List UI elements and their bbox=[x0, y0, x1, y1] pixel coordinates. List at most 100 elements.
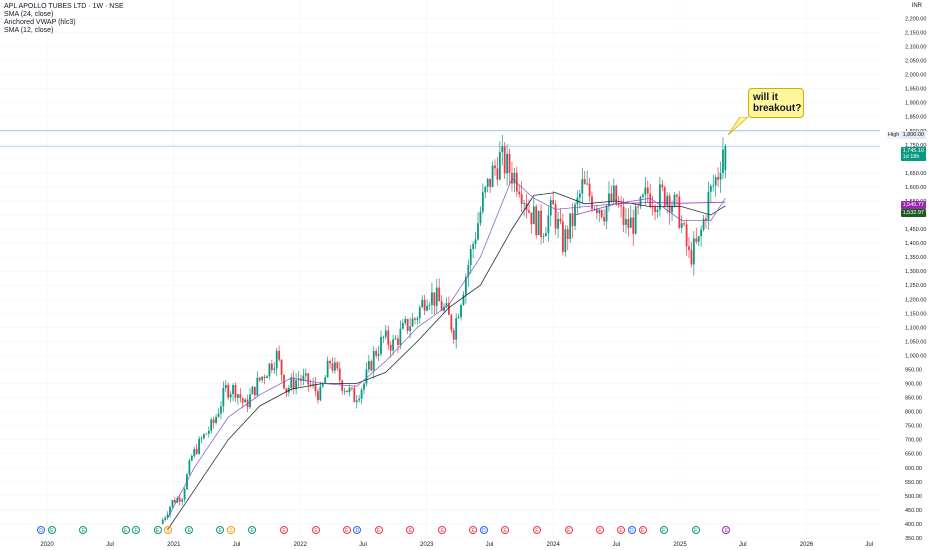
candle-body bbox=[692, 238, 695, 265]
candle-body bbox=[622, 206, 625, 225]
event-marker[interactable]: E bbox=[342, 526, 351, 534]
event-marker[interactable]: E bbox=[532, 526, 541, 534]
event-marker[interactable]: E bbox=[132, 526, 141, 534]
event-marker[interactable]: S bbox=[226, 526, 235, 534]
event-marker[interactable]: E bbox=[153, 526, 162, 534]
candle-body bbox=[346, 390, 348, 393]
series-line-sma-12-close bbox=[167, 177, 726, 519]
candle-body bbox=[491, 165, 494, 187]
event-marker[interactable]: E bbox=[121, 526, 130, 534]
candle-body bbox=[489, 178, 492, 187]
event-marker[interactable]: E bbox=[79, 526, 88, 534]
candle-body bbox=[540, 210, 542, 237]
candle-body bbox=[552, 200, 555, 205]
event-marker[interactable]: E bbox=[406, 526, 415, 534]
candle-body bbox=[588, 183, 591, 197]
annotation-line1: will it bbox=[753, 92, 778, 103]
candle-body bbox=[520, 194, 523, 204]
y-tick-label: 1,200.00 bbox=[905, 297, 926, 303]
event-marker[interactable]: E bbox=[185, 526, 194, 534]
legend-sma24[interactable]: SMA (24, close) bbox=[4, 11, 54, 18]
candle-body bbox=[467, 265, 470, 277]
candle-body bbox=[375, 351, 378, 356]
candle-body bbox=[350, 387, 353, 389]
candle-body bbox=[207, 430, 210, 434]
candle-body bbox=[307, 373, 310, 385]
candle-body bbox=[646, 187, 649, 194]
series-line-sma-24-close bbox=[167, 192, 726, 530]
y-tick-label: 1,100.00 bbox=[905, 325, 926, 331]
annotation-tail bbox=[727, 117, 749, 136]
event-marker[interactable]: E bbox=[438, 526, 447, 534]
legend-title[interactable]: APL APOLLO TUBES LTD · 1W · NSE bbox=[4, 3, 124, 10]
candle-body bbox=[380, 336, 382, 354]
candle-body bbox=[712, 185, 715, 187]
candle-body bbox=[173, 500, 176, 503]
event-marker[interactable]: E bbox=[469, 526, 478, 534]
event-marker[interactable]: E bbox=[595, 526, 604, 534]
candle-body bbox=[632, 217, 635, 234]
event-marker[interactable]: E bbox=[47, 526, 56, 534]
event-marker[interactable]: E bbox=[659, 526, 668, 534]
candle-body bbox=[409, 326, 412, 331]
candle-body bbox=[678, 196, 681, 228]
price-axis[interactable]: 2,200.00 2,150.00 2,100.00 2,050.00 2,000.00… bbox=[905, 16, 926, 542]
candle-body bbox=[629, 217, 632, 228]
y-tick-label: 750.00 bbox=[905, 424, 922, 430]
bar-countdown: 1d 18h bbox=[902, 154, 920, 160]
y-tick-label: 850.00 bbox=[905, 396, 922, 402]
time-axis[interactable]: 2020 Jul 2021 Jul 2022 Jul 2023 Jul 2024 Jul 2025 J… bbox=[40, 542, 873, 548]
event-marker[interactable]: E bbox=[311, 526, 320, 534]
candle-body bbox=[241, 398, 244, 403]
event-marker[interactable]: D bbox=[627, 526, 636, 534]
candle-body bbox=[644, 187, 647, 195]
event-marker[interactable]: E bbox=[638, 526, 647, 534]
candle-body bbox=[355, 400, 358, 403]
event-marker[interactable]: E bbox=[501, 526, 510, 534]
x-tick-label: Jul bbox=[106, 542, 114, 548]
candle-body bbox=[263, 376, 266, 378]
candle-body bbox=[210, 419, 213, 431]
candle-body bbox=[360, 389, 363, 399]
candle-body bbox=[232, 385, 234, 395]
event-marker[interactable]: E bbox=[722, 526, 731, 534]
x-tick-label: 2023 bbox=[420, 542, 434, 548]
legend-sma12[interactable]: SMA (12, close) bbox=[4, 27, 54, 34]
candle-body bbox=[617, 204, 620, 206]
event-marker[interactable]: E bbox=[374, 526, 383, 534]
candle-body bbox=[268, 363, 271, 377]
y-tick-label: 500.00 bbox=[905, 494, 922, 500]
candle-body bbox=[256, 377, 259, 396]
legend-vwap[interactable]: Anchored VWAP (hlc3) bbox=[4, 19, 76, 26]
event-marker[interactable]: E bbox=[279, 526, 288, 534]
y-tick-label: 1,050.00 bbox=[905, 339, 926, 345]
event-marker[interactable]: E bbox=[691, 526, 700, 534]
candle-body bbox=[258, 377, 261, 381]
candle-body bbox=[542, 236, 545, 237]
candle-body bbox=[462, 294, 465, 305]
y-tick-label: 1,000.00 bbox=[905, 353, 926, 359]
candle-body bbox=[620, 205, 623, 207]
event-marker[interactable]: E bbox=[617, 526, 626, 534]
x-tick-label: Jul bbox=[865, 542, 873, 548]
event-marker[interactable]: E bbox=[216, 526, 225, 534]
candle-body bbox=[695, 238, 698, 242]
candle-body bbox=[659, 184, 661, 210]
candle-body bbox=[423, 300, 426, 311]
annotation-callout[interactable]: will it breakout? bbox=[748, 88, 804, 118]
candle-body bbox=[200, 438, 203, 440]
candle-body bbox=[724, 146, 727, 171]
event-marker[interactable]: D bbox=[353, 526, 362, 534]
currency-label[interactable]: INR bbox=[911, 3, 922, 9]
candle-body bbox=[331, 363, 334, 371]
event-marker[interactable]: E bbox=[564, 526, 573, 534]
event-marker[interactable]: E bbox=[248, 526, 257, 534]
event-marker[interactable]: D bbox=[479, 526, 488, 534]
candle-body bbox=[503, 146, 506, 174]
candle-body bbox=[336, 362, 339, 369]
event-marker[interactable]: D bbox=[37, 526, 46, 534]
event-marker[interactable]: S bbox=[163, 526, 172, 534]
candle-body bbox=[666, 195, 669, 206]
candle-body bbox=[583, 179, 586, 184]
